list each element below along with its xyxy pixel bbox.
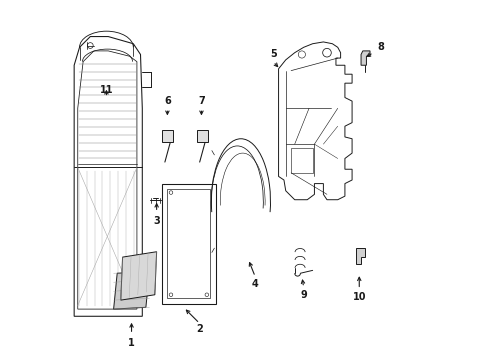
Text: 2: 2 <box>196 324 203 334</box>
Polygon shape <box>196 130 207 142</box>
Text: 5: 5 <box>269 49 276 59</box>
Text: 7: 7 <box>198 96 204 106</box>
Polygon shape <box>113 271 149 309</box>
Polygon shape <box>162 130 173 142</box>
Text: 3: 3 <box>153 216 160 226</box>
Polygon shape <box>355 248 364 264</box>
Text: 8: 8 <box>377 42 384 52</box>
Text: 1: 1 <box>128 338 135 348</box>
Text: 4: 4 <box>251 279 258 289</box>
Text: 11: 11 <box>100 85 113 95</box>
Text: 9: 9 <box>300 290 306 300</box>
Polygon shape <box>121 252 156 300</box>
Polygon shape <box>360 51 369 65</box>
Text: 6: 6 <box>163 96 170 106</box>
Text: 10: 10 <box>352 292 365 302</box>
